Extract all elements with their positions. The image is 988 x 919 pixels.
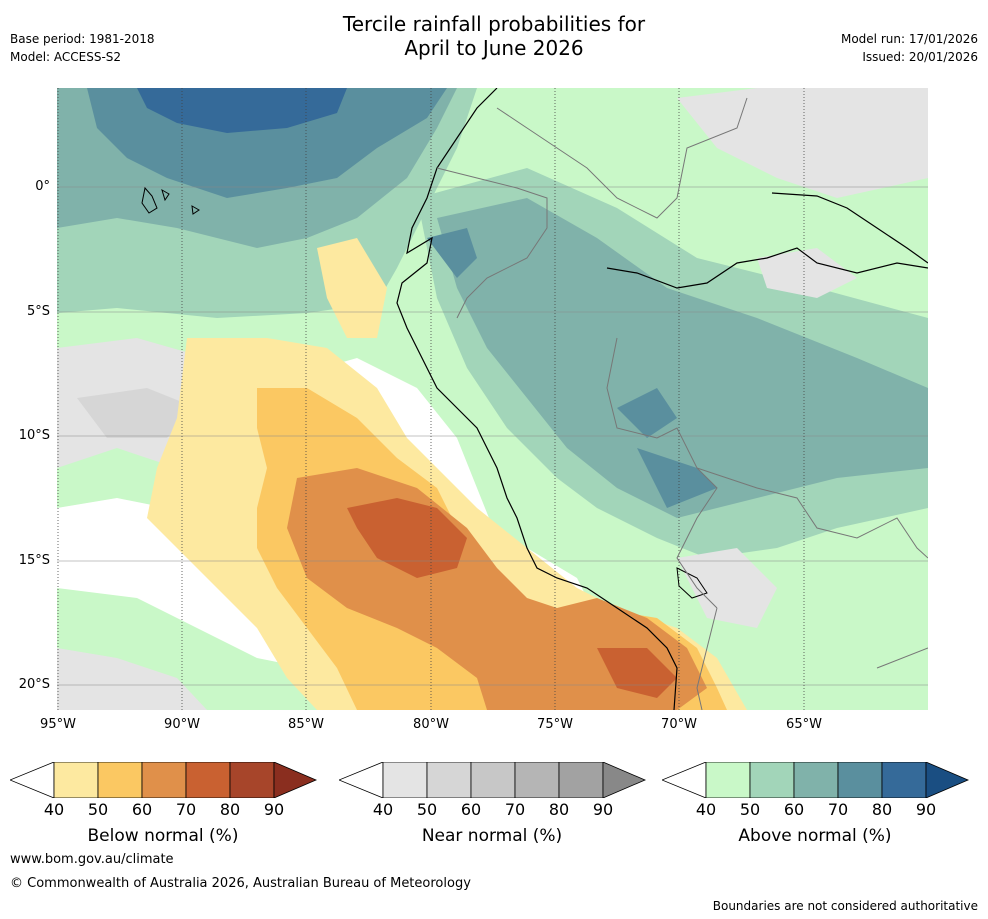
colorbar-above-low-arrow	[662, 762, 707, 798]
cbar-below-tick-60: 60	[131, 800, 153, 819]
border-bolivia-chile	[696, 607, 718, 710]
region-above-60-amazon	[437, 198, 928, 518]
lat-label-20s: 20°S	[18, 677, 50, 692]
rio-negro	[771, 192, 928, 264]
colorbar-below-80-90	[229, 762, 275, 798]
chart-title: Tercile rainfall probabilities for April…	[0, 12, 988, 60]
colorbar-above-60-70	[793, 762, 839, 798]
region-below-80-south	[597, 648, 677, 698]
meta-left: Base period: 1981-2018 Model: ACCESS-S2	[10, 30, 155, 66]
model-name: Model: ACCESS-S2	[10, 50, 122, 64]
probability-map	[57, 88, 928, 710]
region-near-50-east	[757, 248, 857, 298]
colorbar-near-70-80	[514, 762, 560, 798]
lat-label-0: 0°	[35, 179, 50, 194]
cbar-near-tick-70: 70	[504, 800, 526, 819]
island-san-cristobal	[191, 205, 200, 215]
colorbar-above-50-60	[749, 762, 795, 798]
lon-label-90w: 90°W	[164, 717, 200, 732]
amazon-river	[606, 247, 928, 289]
cbar-above-tick-80: 80	[871, 800, 893, 819]
title-line-2: April to June 2026	[404, 36, 584, 60]
galapagos-islands	[141, 186, 200, 215]
island-isabela	[141, 186, 158, 214]
colorbar-below-low-arrow	[10, 762, 55, 798]
cbar-near-tick-50: 50	[416, 800, 438, 819]
cbar-above-tick-70: 70	[827, 800, 849, 819]
cbar-below-tick-50: 50	[87, 800, 109, 819]
border-paraguay	[876, 647, 928, 669]
cbar-above-tick-90: 90	[915, 800, 937, 819]
colorbar-above-80-90	[881, 762, 927, 798]
cbar-near-tick-40: 40	[372, 800, 394, 819]
lon-label-95w: 95°W	[40, 717, 76, 732]
lon-label-85w: 85°W	[288, 717, 324, 732]
title-line-1: Tercile rainfall probabilities for	[342, 12, 646, 36]
lon-label-80w: 80°W	[413, 717, 449, 732]
region-near-50-northeast	[677, 88, 928, 198]
colorbar-above-40-50	[705, 762, 751, 798]
meta-right: Model run: 17/01/2026 Issued: 20/01/2026	[841, 30, 978, 66]
lat-label-15s: 15°S	[18, 553, 50, 568]
colorbar-near-40-50	[382, 762, 428, 798]
model-run: Model run: 17/01/2026	[840, 32, 978, 46]
lon-label-75w: 75°W	[537, 717, 573, 732]
base-period: Base period: 1981-2018	[10, 32, 155, 46]
cbar-above-tick-50: 50	[739, 800, 761, 819]
colorbar-below-70-80	[185, 762, 231, 798]
cbar-below-tick-80: 80	[219, 800, 241, 819]
cbar-above-tick-60: 60	[783, 800, 805, 819]
colorbar-below-normal	[10, 762, 318, 798]
copyright: © Commonwealth of Australia 2026, Austra…	[10, 876, 471, 891]
cbar-below-tick-40: 40	[43, 800, 65, 819]
website-link[interactable]: www.bom.gov.au/climate	[10, 852, 174, 867]
colorbar-near-50-60	[426, 762, 472, 798]
cbar-below-tick-90: 90	[263, 800, 285, 819]
cbar-near-tick-90: 90	[592, 800, 614, 819]
lon-label-70w: 70°W	[661, 717, 697, 732]
region-below-80-central	[347, 498, 467, 578]
colorbar-above-normal	[662, 762, 970, 798]
cbar-near-tick-80: 80	[548, 800, 570, 819]
region-near-50-bolivia	[677, 548, 777, 628]
lake-titicaca	[676, 567, 708, 599]
region-above-80-north	[137, 88, 347, 133]
colorbar-below-high-arrow	[273, 762, 318, 798]
region-above-70-coast	[427, 228, 477, 278]
colorbar-above-title: Above normal (%)	[738, 826, 892, 846]
region-near-60-west	[77, 388, 197, 438]
region-above-70-south	[637, 448, 717, 508]
country-borders	[436, 97, 928, 710]
map-canvas	[57, 88, 928, 710]
cbar-above-tick-40: 40	[695, 800, 717, 819]
lat-label-10s: 10°S	[18, 428, 50, 443]
colorbar-below-60-70	[141, 762, 187, 798]
colorbar-near-normal	[339, 762, 647, 798]
colorbar-near-low-arrow	[339, 762, 384, 798]
region-near-50-southwest	[57, 648, 207, 710]
colorbar-near-60-70	[470, 762, 516, 798]
colorbar-near-80-90	[558, 762, 604, 798]
colorbar-near-high-arrow	[602, 762, 647, 798]
lat-label-5s: 5°S	[26, 304, 50, 319]
lon-label-65w: 65°W	[786, 717, 822, 732]
colorbar-below-50-60	[97, 762, 143, 798]
region-below-50-north	[317, 238, 387, 338]
colorbar-near-title: Near normal (%)	[421, 826, 563, 846]
cbar-near-tick-60: 60	[460, 800, 482, 819]
issued-date: Issued: 20/01/2026	[862, 50, 978, 64]
colorbar-below-40-50	[53, 762, 99, 798]
border-colombia	[496, 97, 748, 219]
region-above-70-interior	[617, 388, 677, 438]
coastline	[396, 88, 678, 710]
border-bolivia-brazil	[696, 467, 928, 559]
border-ecuador-peru	[436, 167, 548, 319]
cbar-below-tick-70: 70	[175, 800, 197, 819]
disclaimer: Boundaries are not considered authoritat…	[712, 899, 978, 913]
colorbar-below-title: Below normal (%)	[87, 826, 239, 846]
colorbar-above-high-arrow	[925, 762, 970, 798]
colorbar-above-70-80	[837, 762, 883, 798]
island-santiago	[161, 188, 170, 202]
gridlines	[57, 186, 928, 686]
